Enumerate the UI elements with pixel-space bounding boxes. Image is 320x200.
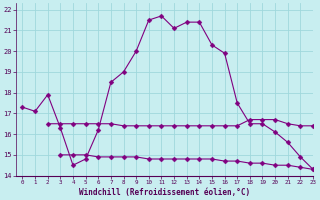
X-axis label: Windchill (Refroidissement éolien,°C): Windchill (Refroidissement éolien,°C) xyxy=(79,188,250,197)
